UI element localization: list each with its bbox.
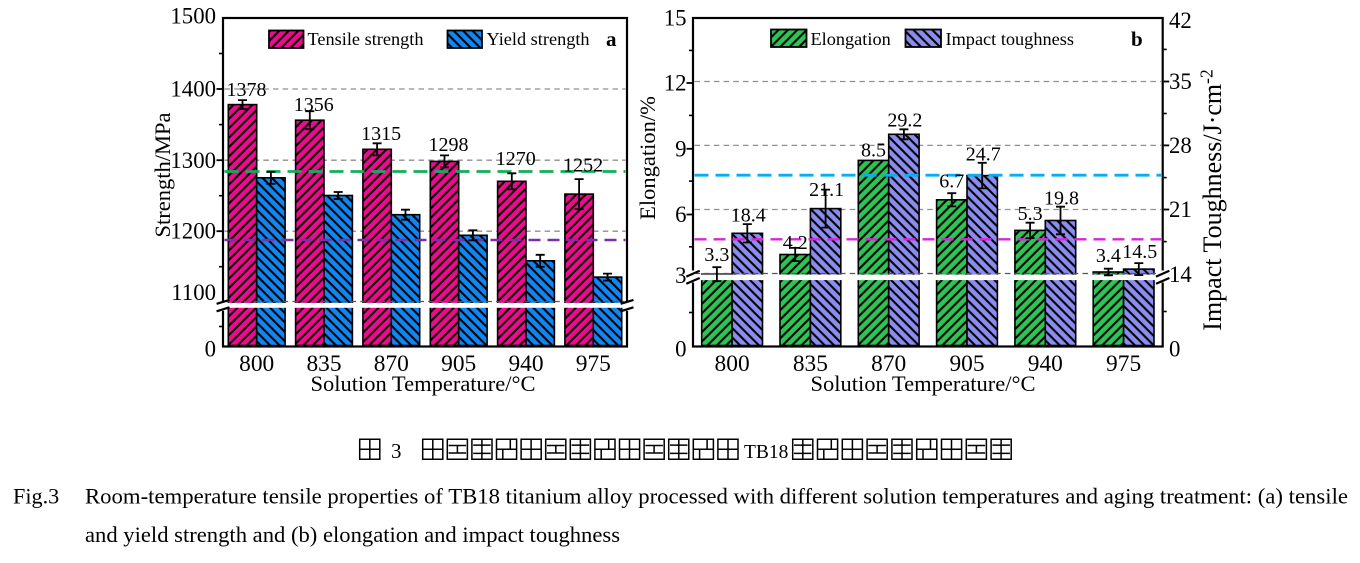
svg-text:5.3: 5.3 bbox=[1018, 203, 1043, 225]
svg-text:975: 975 bbox=[576, 351, 611, 377]
svg-text:870: 870 bbox=[871, 351, 906, 377]
svg-text:835: 835 bbox=[306, 351, 341, 377]
svg-text:28: 28 bbox=[1169, 133, 1192, 158]
svg-text:a: a bbox=[606, 27, 617, 51]
svg-text:3: 3 bbox=[675, 263, 686, 288]
svg-text:1300: 1300 bbox=[170, 148, 216, 173]
svg-text:6: 6 bbox=[675, 202, 686, 227]
svg-text:Impact toughness: Impact toughness bbox=[946, 29, 1074, 49]
svg-text:TB18: TB18 bbox=[744, 442, 788, 463]
svg-text:24.7: 24.7 bbox=[966, 144, 1001, 166]
svg-text:835: 835 bbox=[793, 351, 828, 377]
svg-text:21: 21 bbox=[1169, 197, 1192, 222]
svg-text:Tensile strength: Tensile strength bbox=[308, 29, 424, 49]
svg-text:975: 975 bbox=[1106, 351, 1141, 377]
svg-text:Elongation: Elongation bbox=[811, 29, 891, 49]
svg-text:12: 12 bbox=[664, 71, 687, 96]
svg-text:3.3: 3.3 bbox=[704, 244, 729, 266]
svg-text:0: 0 bbox=[205, 337, 216, 362]
svg-text:Solution Temperature/°C: Solution Temperature/°C bbox=[810, 371, 1035, 396]
svg-text:14.5: 14.5 bbox=[1122, 241, 1157, 263]
svg-text:800: 800 bbox=[715, 351, 750, 377]
svg-text:9: 9 bbox=[675, 136, 686, 161]
svg-text:1100: 1100 bbox=[171, 280, 216, 305]
svg-text:1500: 1500 bbox=[170, 4, 216, 29]
svg-text:Fig.3: Fig.3 bbox=[13, 484, 59, 509]
svg-text:8.5: 8.5 bbox=[861, 140, 886, 162]
svg-text:870: 870 bbox=[374, 351, 409, 377]
svg-text:3.4: 3.4 bbox=[1096, 245, 1121, 267]
svg-text:940: 940 bbox=[1028, 351, 1063, 377]
svg-text:Strength/MPa: Strength/MPa bbox=[150, 112, 175, 237]
svg-text:905: 905 bbox=[441, 351, 476, 377]
svg-text:Yield strength: Yield strength bbox=[487, 29, 590, 49]
svg-text:1378: 1378 bbox=[227, 79, 267, 101]
svg-text:905: 905 bbox=[949, 351, 984, 377]
svg-text:b: b bbox=[1131, 27, 1143, 51]
svg-text:4.2: 4.2 bbox=[783, 232, 808, 254]
svg-text:0: 0 bbox=[675, 337, 686, 362]
svg-text:15: 15 bbox=[664, 6, 687, 31]
svg-text:and yield strength and (b) elo: and yield strength and (b) elongation an… bbox=[85, 522, 620, 547]
svg-text:1298: 1298 bbox=[429, 134, 469, 156]
svg-text:1252: 1252 bbox=[563, 155, 603, 177]
svg-text:Elongation/%: Elongation/% bbox=[635, 96, 660, 220]
svg-text:3: 3 bbox=[391, 439, 402, 463]
svg-text:29.2: 29.2 bbox=[887, 110, 922, 132]
svg-text:940: 940 bbox=[508, 351, 543, 377]
svg-text:1400: 1400 bbox=[170, 77, 216, 102]
svg-text:35: 35 bbox=[1169, 69, 1192, 94]
svg-text:1315: 1315 bbox=[361, 123, 401, 145]
svg-text:18.4: 18.4 bbox=[731, 205, 766, 227]
svg-text:1356: 1356 bbox=[294, 94, 334, 116]
svg-text:0: 0 bbox=[1169, 337, 1180, 362]
svg-text:1200: 1200 bbox=[170, 219, 216, 244]
svg-text:Room-temperature tensile prope: Room-temperature tensile properties of T… bbox=[85, 484, 1348, 509]
svg-text:1270: 1270 bbox=[496, 148, 536, 170]
svg-text:19.8: 19.8 bbox=[1044, 188, 1079, 210]
svg-text:6.7: 6.7 bbox=[939, 171, 964, 193]
svg-text:800: 800 bbox=[239, 351, 274, 377]
svg-text:Impact Toughness/J·cm-2: Impact Toughness/J·cm-2 bbox=[1197, 69, 1228, 330]
svg-text:Solution Temperature/°C: Solution Temperature/°C bbox=[310, 371, 535, 396]
svg-text:14: 14 bbox=[1169, 262, 1192, 287]
svg-text:42: 42 bbox=[1169, 8, 1192, 33]
svg-text:21.1: 21.1 bbox=[809, 179, 844, 201]
